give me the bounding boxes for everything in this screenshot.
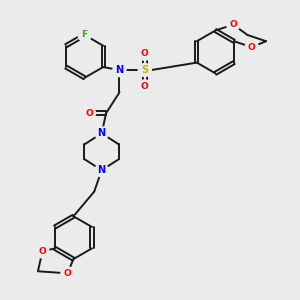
Text: F: F — [82, 31, 88, 40]
Circle shape — [78, 28, 91, 41]
Text: S: S — [141, 65, 148, 75]
Text: N: N — [116, 65, 124, 75]
Text: O: O — [141, 82, 148, 91]
Circle shape — [82, 106, 95, 120]
Text: O: O — [141, 49, 148, 58]
Circle shape — [245, 40, 258, 54]
Text: O: O — [85, 109, 93, 118]
Text: O: O — [248, 43, 256, 52]
Circle shape — [113, 64, 126, 76]
Circle shape — [138, 47, 151, 60]
Circle shape — [138, 80, 151, 93]
Circle shape — [138, 64, 151, 76]
Text: O: O — [64, 269, 71, 278]
Circle shape — [95, 127, 108, 140]
Text: N: N — [98, 128, 106, 138]
Circle shape — [61, 267, 74, 280]
Text: O: O — [229, 20, 237, 29]
Circle shape — [227, 18, 240, 31]
Circle shape — [36, 245, 49, 258]
Text: O: O — [38, 247, 46, 256]
Circle shape — [95, 164, 108, 177]
Text: N: N — [98, 165, 106, 175]
